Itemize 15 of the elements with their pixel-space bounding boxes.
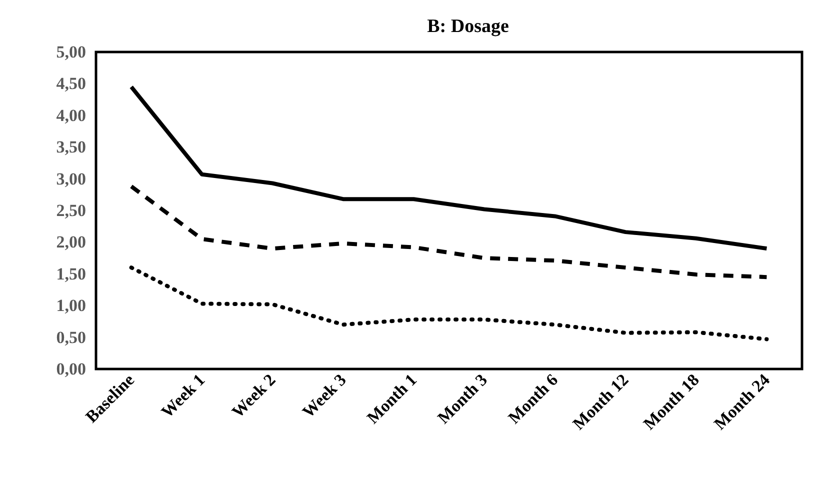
y-tick-label: 1,50 — [56, 264, 86, 284]
line-series — [129, 266, 769, 342]
y-tick-label: 3,00 — [56, 169, 86, 188]
y-tick-label: 0,50 — [56, 328, 86, 347]
line-series — [129, 184, 769, 280]
y-tick-label: 1,00 — [56, 296, 86, 316]
y-tick-label: 5,00 — [56, 42, 86, 62]
y-tick-label: 0,00 — [56, 360, 86, 378]
chart-title: B: Dosage — [427, 16, 509, 37]
y-tick-label: 2,00 — [56, 232, 86, 252]
y-tick-label: 2,50 — [56, 201, 86, 220]
y-tick-label: 3,50 — [56, 138, 86, 157]
y-tick-label: 4,00 — [56, 106, 86, 125]
line-series — [129, 84, 769, 251]
y-tick-label: 4,50 — [56, 74, 86, 94]
